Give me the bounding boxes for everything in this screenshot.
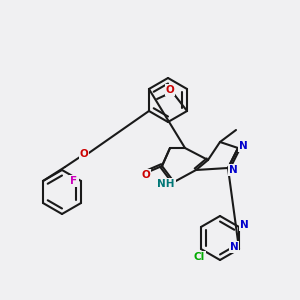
Text: O: O — [80, 149, 88, 159]
Text: N: N — [238, 141, 247, 151]
Text: F: F — [70, 176, 78, 186]
Text: NH: NH — [157, 179, 175, 189]
Text: O: O — [166, 85, 174, 95]
Text: N: N — [240, 220, 248, 230]
Text: Cl: Cl — [193, 252, 205, 262]
Text: N: N — [230, 242, 239, 252]
Text: O: O — [142, 170, 150, 180]
Text: N: N — [229, 165, 237, 175]
